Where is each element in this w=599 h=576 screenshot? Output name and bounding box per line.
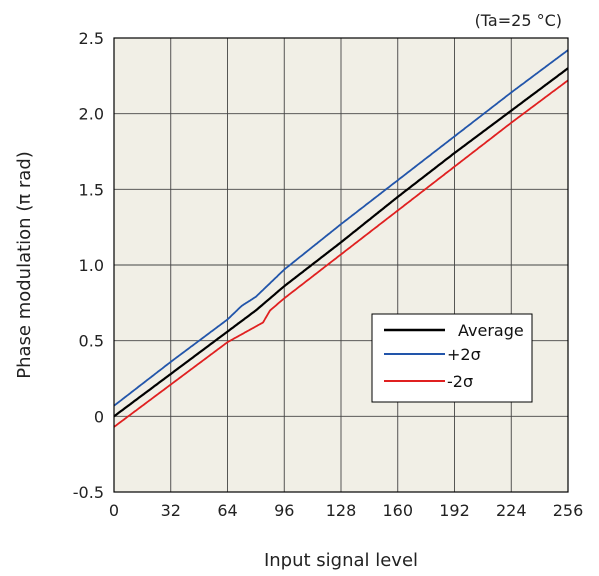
- x-tick-label: 32: [161, 501, 181, 520]
- y-tick-label: 2.0: [79, 105, 104, 124]
- x-tick-labels: 0 32 64 96 128 160 192 224 256: [109, 501, 583, 520]
- legend-label-average: Average: [458, 321, 524, 340]
- y-axis-title: Phase modulation (π rad): [14, 151, 35, 379]
- plot-frame: [113, 37, 569, 493]
- y-tick-label: 0.5: [79, 332, 104, 351]
- legend-label-minus-2sigma: -2σ: [447, 372, 473, 391]
- y-tick-label: 2.5: [79, 29, 104, 48]
- legend-box: [371, 313, 533, 403]
- x-tick-label: 192: [439, 501, 470, 520]
- legend-label-plus-2sigma: +2σ: [447, 345, 481, 364]
- y-tick-label: 1.5: [79, 180, 104, 199]
- x-tick-label: 256: [553, 501, 584, 520]
- y-tick-label: 0: [94, 407, 104, 426]
- x-tick-label: 0: [109, 501, 119, 520]
- series-line-average: [113, 67, 569, 418]
- series-line-plus-2sigma: [113, 49, 569, 407]
- y-tick-labels: -0.5 0 0.5 1.0 1.5 2.0 2.5: [73, 29, 104, 502]
- condition-note: (Ta=25 °C): [475, 11, 562, 30]
- x-axis-title: Input signal level: [264, 550, 418, 571]
- x-tick-label: 224: [496, 501, 527, 520]
- x-tick-label: 160: [382, 501, 413, 520]
- grid-lines: [114, 38, 568, 492]
- y-tick-label: 1.0: [79, 256, 104, 275]
- series-layer: [113, 49, 569, 428]
- legend: Average +2σ -2σ: [371, 313, 533, 403]
- x-tick-label: 64: [217, 501, 237, 520]
- x-tick-label: 96: [274, 501, 294, 520]
- series-line-minus-2sigma: [113, 79, 569, 428]
- x-tick-label: 128: [326, 501, 357, 520]
- y-tick-label: -0.5: [73, 483, 104, 502]
